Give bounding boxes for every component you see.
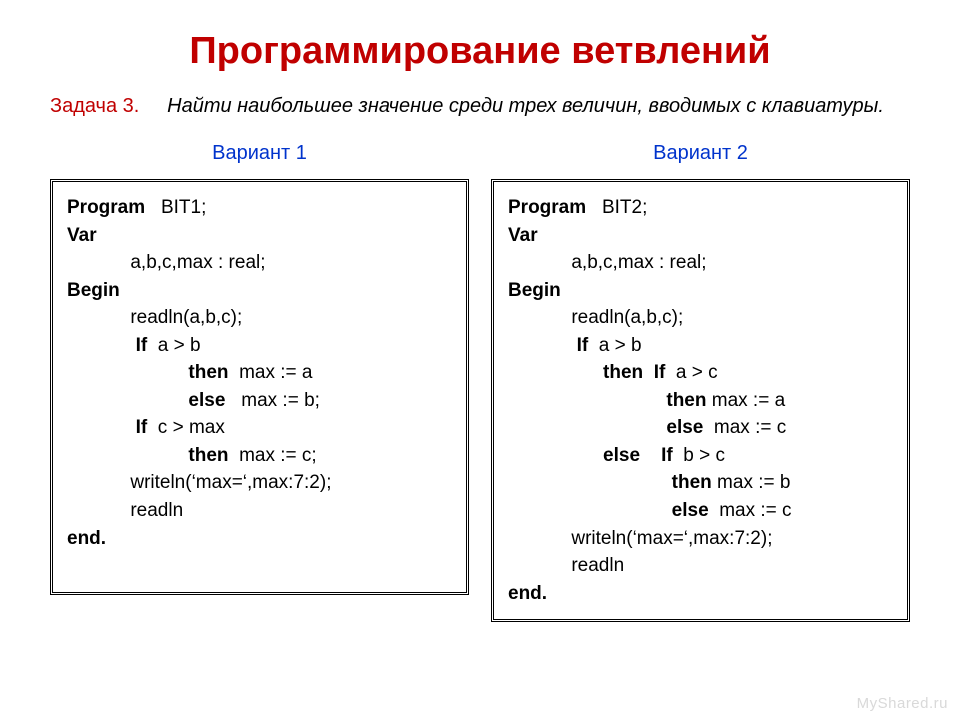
watermark: MyShared.ru	[857, 695, 948, 712]
variant-1-title: Вариант 1	[50, 142, 469, 165]
variants-row: Вариант 1 Program BIT1; Var a,b,c,max : …	[50, 142, 910, 622]
page-title: Программирование ветвлений	[50, 30, 910, 73]
watermark-part1: My	[857, 695, 878, 712]
variant-2-title: Вариант 2	[491, 142, 910, 165]
task-line: Задача 3. Найти наибольшее значение сред…	[50, 95, 910, 118]
variant-1-code: Program BIT1; Var a,b,c,max : real; Begi…	[50, 179, 469, 595]
task-label: Задача 3.	[50, 95, 139, 117]
variant-1: Вариант 1 Program BIT1; Var a,b,c,max : …	[50, 142, 469, 622]
variant-2: Вариант 2 Program BIT2; Var a,b,c,max : …	[491, 142, 910, 622]
task-text: Найти наибольшее значение среди трех вел…	[167, 95, 884, 117]
watermark-part2: Shared.ru	[878, 695, 948, 712]
variant-2-code: Program BIT2; Var a,b,c,max : real; Begi…	[491, 179, 910, 622]
